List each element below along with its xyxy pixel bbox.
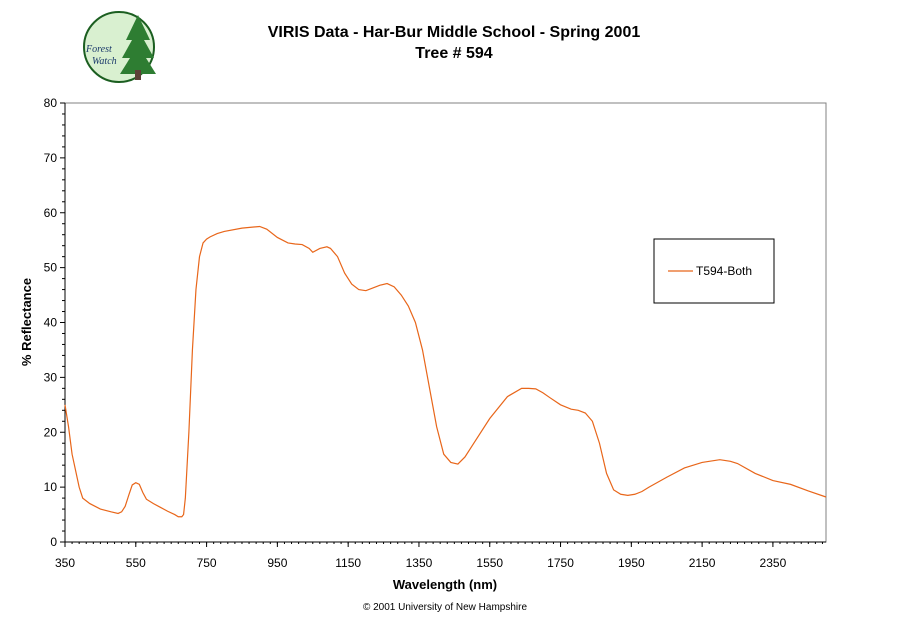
y-axis-label: % Reflectance (19, 278, 34, 366)
x-tick-label: 550 (126, 556, 146, 570)
x-tick-label: 1750 (547, 556, 574, 570)
logo-text-line1: Forest (85, 44, 112, 55)
forest-watch-logo: Forest Watch (83, 11, 156, 83)
y-tick-label: 70 (44, 151, 58, 165)
logo-text-line2: Watch (92, 56, 117, 67)
x-tick-label: 350 (55, 556, 75, 570)
legend: T594-Both (653, 238, 775, 304)
tree-icon (120, 15, 156, 74)
x-tick-label: 2150 (689, 556, 716, 570)
chart-title: VIRIS Data - Har-Bur Middle School - Spr… (268, 24, 641, 41)
y-tick-label: 10 (44, 480, 58, 494)
y-tick-label: 80 (44, 96, 58, 110)
x-axis-ticks: 350 550 750 950 1150 1350 1550 1750 1950 2150 2350 (55, 542, 823, 570)
x-tick-label: 2350 (760, 556, 787, 570)
tree-trunk-icon (135, 70, 141, 80)
y-tick-label: 30 (44, 370, 58, 384)
y-tick-label: 0 (50, 535, 57, 549)
x-tick-label: 1550 (476, 556, 503, 570)
copyright: © 2001 University of New Hampshire (363, 602, 528, 613)
x-tick-label: 1150 (335, 556, 361, 570)
x-tick-label: 750 (197, 556, 217, 570)
y-tick-label: 50 (44, 261, 58, 275)
y-tick-label: 60 (44, 206, 58, 220)
y-tick-label: 40 (44, 316, 58, 330)
x-axis-label: Wavelength (nm) (393, 577, 497, 592)
legend-label: T594-Both (696, 264, 752, 278)
x-tick-label: 950 (267, 556, 287, 570)
x-tick-label: 1950 (618, 556, 645, 570)
x-tick-label: 1350 (406, 556, 433, 570)
y-tick-label: 20 (44, 425, 58, 439)
y-axis-ticks: 0 10 20 30 40 50 60 70 80 (44, 96, 65, 549)
plot-area (64, 102, 827, 543)
chart-subtitle: Tree # 594 (415, 45, 493, 62)
series-line-t594-both (64, 225, 827, 518)
